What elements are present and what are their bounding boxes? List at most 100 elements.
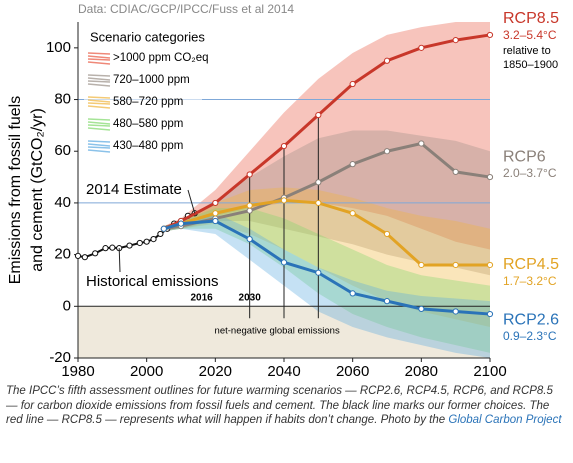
series-point <box>452 308 459 315</box>
legend-swatch <box>87 58 111 61</box>
series-point <box>102 245 109 252</box>
note: relative to <box>503 45 551 57</box>
series-point <box>315 111 322 119</box>
scenario-band <box>163 208 491 353</box>
legend-label: 480–580 ppm <box>113 118 183 130</box>
legend-label: RCP6 <box>503 148 546 165</box>
legend-swatch <box>87 96 111 99</box>
legend-swatch <box>87 102 111 105</box>
legend-box <box>84 26 202 154</box>
source: Data: CDIAC/GCP/IPCC/Fuss et al 2014 <box>78 2 294 16</box>
x-tick-label: 2000 <box>130 363 163 380</box>
series-point <box>383 148 391 155</box>
legend-label: 580–720 ppm <box>113 96 183 108</box>
x-tick-label: 1980 <box>61 363 94 380</box>
series-point <box>418 140 425 147</box>
x-tick-label: 2040 <box>267 363 300 380</box>
series-point <box>383 298 391 305</box>
series-point <box>486 31 494 39</box>
y-label: Emissions from fossil fuels <box>7 96 24 285</box>
legend-swatch <box>87 127 111 131</box>
caption-text: The IPCC’s fifth assessment outlines for… <box>6 385 553 426</box>
series-point <box>452 36 459 44</box>
annotation: 2016 <box>190 293 213 304</box>
series-point <box>349 210 356 217</box>
series-point <box>160 225 167 232</box>
caption-link[interactable]: Global Carbon Project <box>448 414 562 426</box>
series-point <box>349 161 356 168</box>
legend-label: 430–480 ppm <box>113 140 183 152</box>
series-point <box>383 230 391 238</box>
range-label: 2.0–3.7°C <box>503 166 557 180</box>
series-point <box>212 199 219 207</box>
legend-swatch <box>87 61 111 65</box>
series-point <box>315 199 322 207</box>
series-point <box>246 236 253 243</box>
series-point <box>452 261 459 269</box>
legend-swatch <box>87 99 111 103</box>
legend-swatch <box>87 143 111 147</box>
x-tick-label: 2060 <box>336 363 369 380</box>
series-point <box>418 44 425 51</box>
y-label: and cement (GtCO₂/yr) <box>29 108 46 272</box>
x-tick-label: 2080 <box>405 363 438 380</box>
series-point <box>157 230 164 238</box>
y-tick-label: 100 <box>46 39 71 56</box>
legend-swatch <box>87 149 111 153</box>
scenario-band <box>163 187 491 327</box>
series-point <box>418 305 425 312</box>
annotation-line <box>118 248 121 273</box>
annotation: net-negative global emissions <box>215 326 340 337</box>
series-point <box>177 220 185 227</box>
series-point <box>418 261 425 269</box>
series-point <box>486 261 494 269</box>
x-tick-label: 2100 <box>473 363 506 380</box>
legend-swatch <box>87 140 111 143</box>
range-label: 0.9–2.3°C <box>503 329 557 343</box>
legend-swatch <box>87 52 111 55</box>
chart: Data: CDIAC/GCP/IPCC/Fuss et al 2014 Emi… <box>7 2 559 380</box>
series-point <box>136 239 143 247</box>
series-point <box>280 197 288 204</box>
series-point <box>212 210 219 217</box>
series-point <box>315 269 322 276</box>
y-tick-label: 60 <box>54 142 71 159</box>
series-point <box>212 217 219 225</box>
series-point <box>74 252 82 260</box>
series-point <box>315 179 322 186</box>
series-point <box>81 254 88 261</box>
annotation: 2014 Estimate <box>86 181 182 198</box>
legend-swatch <box>87 105 111 109</box>
series-point <box>126 242 133 249</box>
range-label: 1.7–3.2°C <box>503 274 557 288</box>
series-point <box>280 142 288 150</box>
y-tick-label: 80 <box>54 91 71 108</box>
note: 1850–1900 <box>503 59 558 71</box>
legend-label: RCP8.5 <box>503 10 559 27</box>
caption: The IPCC’s fifth assessment outlines for… <box>6 384 566 428</box>
legend-label: >1000 ppm CO₂eq <box>113 52 209 64</box>
series-point <box>92 250 99 257</box>
series-point <box>452 168 459 176</box>
series-point <box>349 80 356 88</box>
series-point <box>109 244 116 251</box>
series-point <box>150 236 157 243</box>
x-tick-label: 2020 <box>199 363 232 380</box>
legend-swatch <box>87 146 111 149</box>
legend-label: RCP4.5 <box>503 256 559 273</box>
legend-swatch <box>87 124 111 127</box>
y-tick-label: -20 <box>49 349 71 366</box>
scenario-band <box>163 213 491 358</box>
legend-swatch <box>87 83 111 87</box>
series-point <box>246 207 253 214</box>
range-label: 3.2–5.4°C <box>503 28 557 42</box>
series-point <box>246 171 253 178</box>
legend-swatch <box>87 118 111 121</box>
series-point <box>349 290 356 297</box>
legend-swatch <box>87 121 111 125</box>
series-point <box>246 202 253 209</box>
series-point <box>383 57 391 64</box>
series-point <box>280 259 288 266</box>
y-tick-label: 40 <box>54 194 71 211</box>
